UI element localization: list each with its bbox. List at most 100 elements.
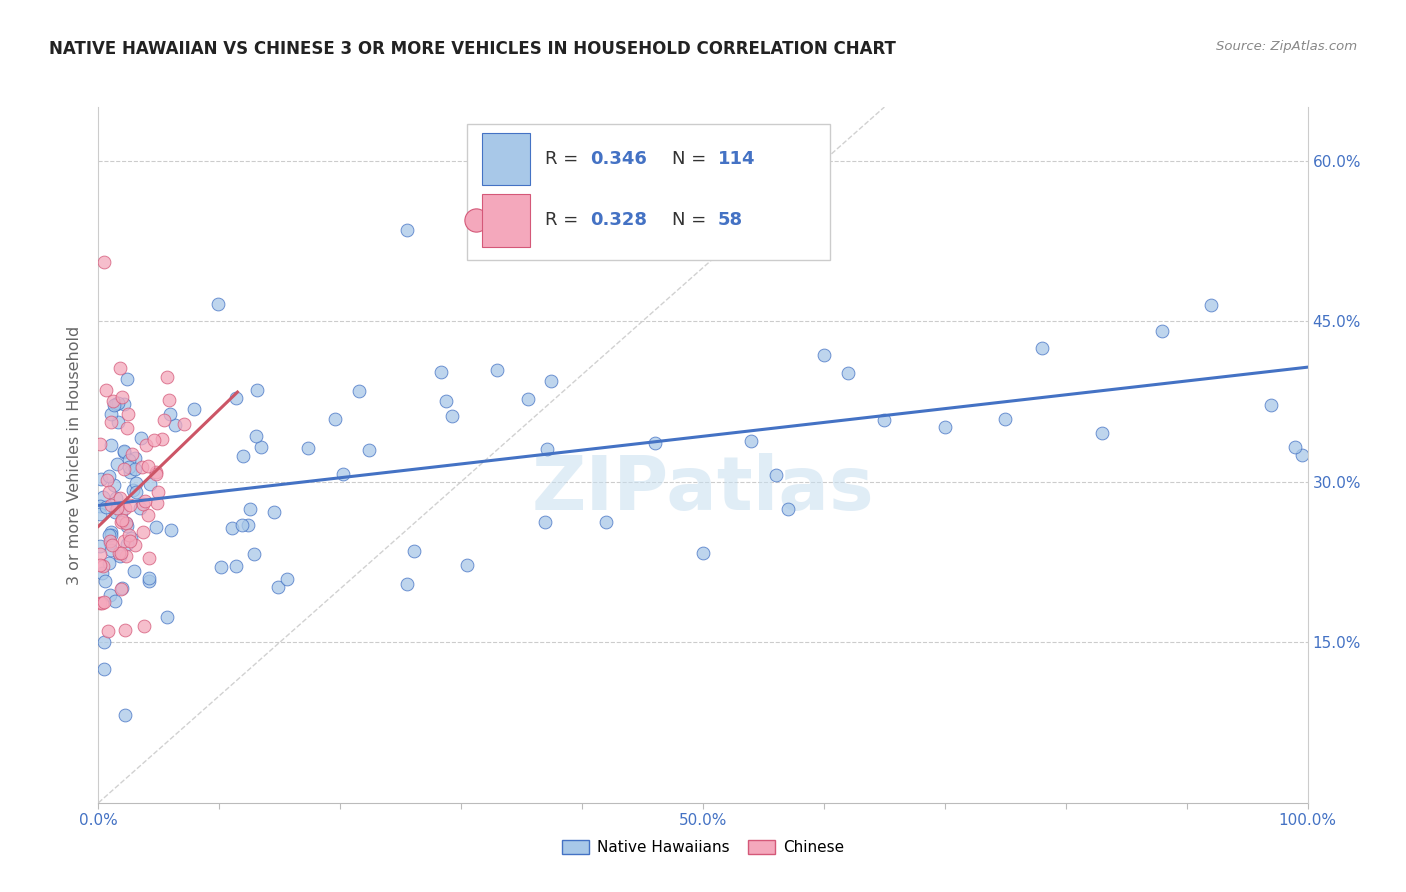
Point xyxy=(837,366,859,380)
Point xyxy=(207,297,229,311)
Point xyxy=(110,546,132,560)
Point xyxy=(136,508,159,522)
Point xyxy=(125,485,148,500)
Point xyxy=(97,468,120,483)
Point xyxy=(112,534,135,549)
Point xyxy=(98,485,121,500)
Text: Source: ZipAtlas.com: Source: ZipAtlas.com xyxy=(1216,40,1357,54)
Point xyxy=(138,551,160,566)
Point xyxy=(107,415,129,429)
Point xyxy=(776,501,799,516)
Text: 0.346: 0.346 xyxy=(591,151,647,169)
Point xyxy=(110,390,132,404)
Point xyxy=(100,528,122,542)
Point xyxy=(91,596,114,610)
Point xyxy=(110,361,132,376)
Point xyxy=(98,536,121,550)
Point xyxy=(132,497,155,511)
Point xyxy=(100,415,122,429)
Point xyxy=(97,624,120,638)
Point xyxy=(740,434,762,449)
Point xyxy=(994,412,1017,426)
Point xyxy=(276,572,298,586)
Point xyxy=(1260,398,1282,412)
Point xyxy=(101,394,124,409)
Point xyxy=(644,435,666,450)
Point xyxy=(89,558,111,573)
Point xyxy=(595,516,617,530)
Point xyxy=(110,582,132,597)
Point xyxy=(118,498,141,512)
Point xyxy=(135,437,157,451)
Point xyxy=(97,557,120,571)
Point xyxy=(91,490,114,504)
Point xyxy=(404,544,426,558)
Point xyxy=(540,374,562,388)
Point xyxy=(242,547,264,561)
Point xyxy=(111,581,134,595)
Point xyxy=(91,566,114,580)
Point xyxy=(118,465,141,479)
Point xyxy=(100,533,122,548)
Point xyxy=(100,499,122,513)
Point xyxy=(1291,448,1313,462)
Point xyxy=(112,444,135,458)
Bar xyxy=(482,133,530,186)
Point xyxy=(117,528,139,542)
Point xyxy=(100,407,122,421)
Point xyxy=(132,524,155,539)
Point xyxy=(115,372,138,386)
Text: ZIPatlas: ZIPatlas xyxy=(531,453,875,526)
Point xyxy=(692,546,714,560)
Point xyxy=(209,559,232,574)
Text: N =: N = xyxy=(672,211,711,229)
Point xyxy=(536,442,558,456)
Point xyxy=(159,407,181,421)
Point xyxy=(138,476,160,491)
Point xyxy=(603,236,626,251)
Point xyxy=(934,420,956,434)
Point xyxy=(110,506,132,520)
Point xyxy=(93,662,115,676)
Point xyxy=(250,441,273,455)
Point xyxy=(104,491,127,506)
Point xyxy=(93,255,115,269)
Y-axis label: 3 or more Vehicles in Household: 3 or more Vehicles in Household xyxy=(67,326,83,584)
Point xyxy=(173,417,195,431)
Point xyxy=(156,369,179,384)
Point xyxy=(1031,341,1053,355)
Point xyxy=(117,407,139,421)
Point xyxy=(117,537,139,551)
Text: 0.328: 0.328 xyxy=(591,211,648,229)
Text: R =: R = xyxy=(544,211,583,229)
Point xyxy=(157,392,180,407)
Point xyxy=(94,383,117,397)
Point xyxy=(110,515,132,529)
Point xyxy=(146,495,169,509)
Legend: Native Hawaiians, Chinese: Native Hawaiians, Chinese xyxy=(555,833,851,862)
Point xyxy=(89,547,111,561)
Point xyxy=(111,513,134,527)
Point xyxy=(89,507,111,521)
Point xyxy=(100,438,122,452)
Point xyxy=(232,449,254,463)
Point xyxy=(105,500,128,515)
Point xyxy=(100,543,122,558)
Point xyxy=(108,491,131,505)
Point xyxy=(145,465,167,479)
Point xyxy=(100,538,122,552)
Point xyxy=(107,396,129,410)
Point xyxy=(138,572,160,586)
Point xyxy=(765,468,787,483)
Point xyxy=(117,460,139,475)
Point xyxy=(94,574,117,588)
Point xyxy=(246,384,269,398)
Point xyxy=(114,708,136,723)
Point xyxy=(486,363,509,377)
Point xyxy=(239,501,262,516)
Point xyxy=(456,558,478,573)
Point xyxy=(120,534,142,549)
Point xyxy=(347,384,370,398)
Point xyxy=(225,391,247,405)
Bar xyxy=(482,194,530,246)
